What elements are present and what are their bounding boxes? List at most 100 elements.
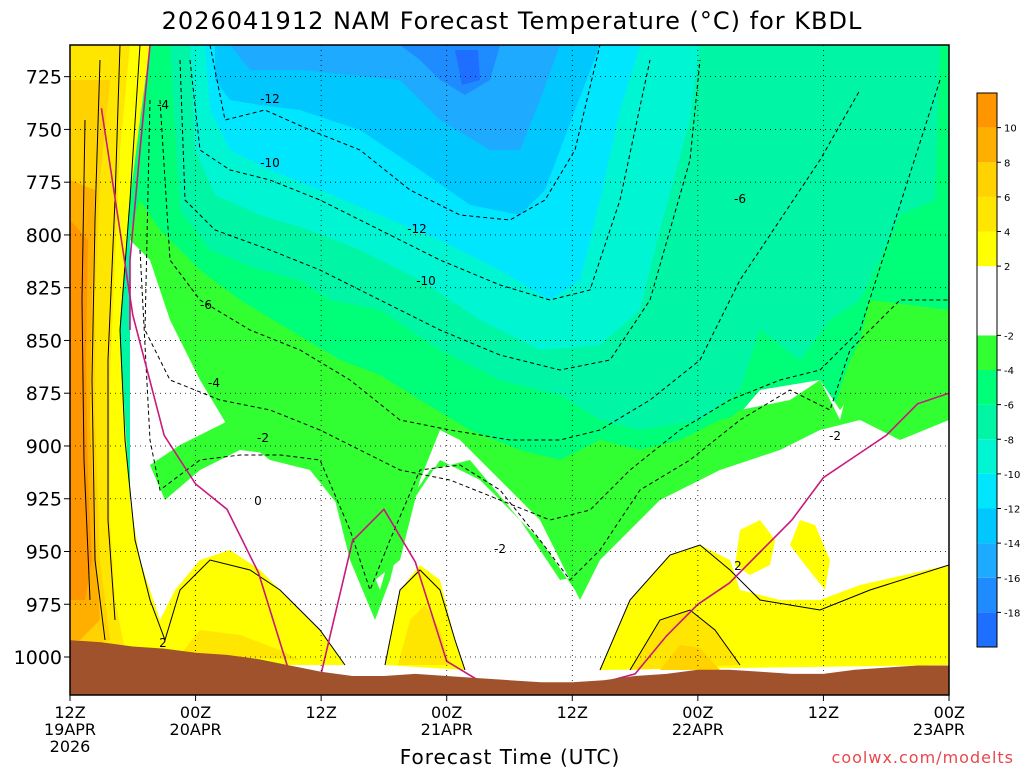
y-tick-label: 800	[26, 225, 62, 247]
colorbar-swatch	[977, 508, 997, 544]
colorbar-tick-label: -2	[1004, 331, 1014, 342]
contour-minus12	[209, 45, 601, 221]
band-deep-orange-right	[660, 645, 720, 670]
x-tick-label: 22APR	[672, 720, 724, 739]
contour-label: 0	[254, 494, 262, 508]
contour-plus8-left	[81, 119, 91, 601]
y-tick-label: 900	[26, 436, 62, 458]
contour-minus4	[144, 79, 941, 521]
colorbar-swatch	[977, 404, 997, 440]
y-tick-label: 725	[26, 67, 62, 89]
colorbar-tick-label: 2	[1004, 262, 1010, 273]
x-tick-label: 00Z	[682, 703, 713, 722]
x-tick-label: 23APR	[913, 720, 965, 739]
contour-label: -12	[260, 92, 280, 106]
plot-frame	[69, 44, 950, 696]
x-tick-label: 00Z	[431, 703, 462, 722]
y-tick-label: 925	[26, 489, 62, 511]
colorbar-tick-label: -6	[1004, 401, 1014, 412]
x-tick-label: 00Z	[180, 703, 211, 722]
colorbar-tick-label: -14	[1004, 539, 1020, 550]
contour-minus8	[179, 59, 701, 371]
colorbar-legend: -18 -16 -14 -12 -10 -8 -6 -4 -2 2 4 6 8 10	[976, 92, 1020, 648]
colorbar-swatch	[977, 93, 997, 128]
colorbar-tick-label: -10	[1004, 470, 1020, 481]
x-tick-label: 12Z	[557, 703, 588, 722]
contour-plus4-left	[107, 45, 121, 621]
contour-plus2-lower	[164, 559, 346, 666]
x-tick-label: 2026	[50, 737, 91, 756]
band-core-blue	[455, 50, 480, 85]
contour-label: -4	[157, 98, 169, 112]
colorbar-swatch	[977, 266, 997, 336]
band-gold-mid	[398, 605, 450, 665]
y-tick-label: 825	[26, 278, 62, 300]
x-tick-label: 12Z	[808, 703, 839, 722]
x-tick-label: 20APR	[170, 720, 222, 739]
contour-label: 2	[734, 559, 742, 573]
y-tick-label: 850	[26, 330, 62, 352]
y-tick-label: 975	[26, 594, 62, 616]
colorbar-swatch	[977, 127, 997, 163]
contour-labels: -12 -10 -12 -10 -6 -4 -2 0 -2 -6 -2 2 2 -4	[157, 92, 841, 650]
y-tick-label: 775	[26, 172, 62, 194]
band-yellow-blob2	[790, 520, 830, 590]
y-tick-label: 875	[26, 383, 62, 405]
contour-label: -12	[407, 222, 427, 236]
colorbar-tick-label: -18	[1004, 608, 1020, 619]
contour-plus4-right	[629, 609, 741, 671]
y-tick-label: 750	[26, 119, 62, 141]
colorbar-tick-label: 4	[1004, 228, 1010, 239]
band-yellow-blob1	[735, 520, 775, 575]
band-white	[130, 240, 949, 695]
band-dark-orange-left	[70, 220, 92, 600]
y-axis-ticks: 725 750 775 800 825 850 875 900 925 950 975 1000	[14, 67, 70, 669]
colorbar-swatch	[977, 335, 997, 370]
x-tick-label: 12Z	[305, 703, 336, 722]
chart-title: 2026041912 NAM Forecast Temperature (°C)…	[162, 7, 863, 35]
contour-label: 2	[159, 636, 167, 650]
colorbar-swatch	[977, 612, 997, 647]
colorbar-tick-label: -4	[1004, 366, 1014, 377]
contour-label: -6	[734, 192, 746, 206]
contour-minus10	[189, 59, 651, 301]
contour-plus6-left	[91, 59, 106, 641]
colorbar-swatch	[977, 439, 997, 474]
colorbar-swatch	[977, 231, 997, 267]
x-tick-label: 19APR	[44, 720, 96, 739]
contour-plus2-left	[119, 45, 166, 641]
colorbar-swatch	[977, 577, 997, 613]
contour-label: -10	[416, 274, 436, 288]
contour-zero-c-upper	[129, 45, 151, 330]
x-axis-title: Forecast Time (UTC)	[400, 745, 621, 768]
colorbar-tick-label: 6	[1004, 193, 1010, 204]
colorbar-tick-label: -16	[1004, 574, 1020, 585]
contour-minus2	[139, 249, 949, 592]
temperature-bands	[70, 45, 949, 695]
x-tick-label: 00Z	[934, 703, 965, 722]
colorbar-swatch	[977, 162, 997, 197]
contour-label: -4	[208, 376, 220, 390]
x-tick-label: 12Z	[54, 703, 85, 722]
band-green-lower	[150, 300, 949, 620]
y-tick-label: 1000	[14, 647, 62, 669]
plot-area: -12 -10 -12 -10 -6 -4 -2 0 -2 -6 -2 2 2 -4	[70, 45, 949, 695]
ground-surface	[70, 640, 949, 695]
colorbar-swatch	[977, 196, 997, 232]
credit-text: coolwx.com/modelts	[832, 748, 1014, 767]
contour-label: -6	[200, 298, 212, 312]
contour-label: -10	[260, 156, 280, 170]
colorbar-tick-label: 10	[1004, 124, 1017, 135]
y-tick-label: 950	[26, 541, 62, 563]
grid-lines	[70, 45, 949, 695]
colorbar-swatch	[977, 473, 997, 509]
contour-label: -2	[494, 542, 506, 556]
x-tick-label: 21APR	[421, 720, 473, 739]
colorbar-tick-label: 8	[1004, 158, 1010, 169]
contour-plus2-right	[599, 544, 949, 671]
contour-label: -2	[829, 429, 841, 443]
colorbar-swatch	[977, 370, 997, 405]
colorbar-tick-label: -12	[1004, 505, 1020, 516]
